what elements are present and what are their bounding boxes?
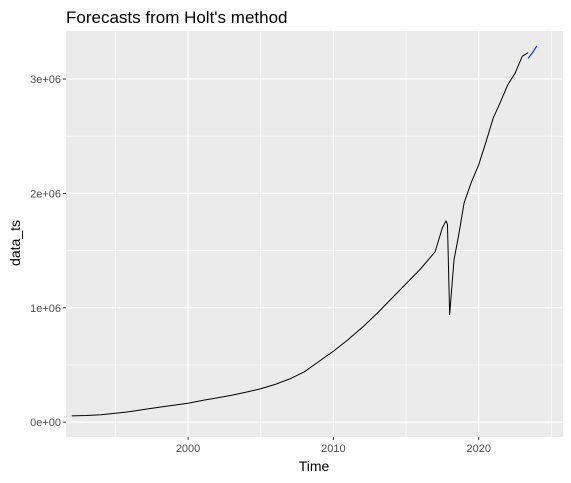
chart-title: Forecasts from Holt's method <box>66 8 287 27</box>
observed-series-line <box>71 52 529 417</box>
x-tick-label: 2000 <box>176 443 200 455</box>
y-tick-label: 3e+06 <box>30 74 61 86</box>
y-axis: 0e+00 1e+06 2e+06 3e+06 <box>30 74 66 429</box>
y-tick-label: 2e+06 <box>30 188 61 200</box>
y-axis-title: data_ts <box>7 220 23 266</box>
y-tick-label: 0e+00 <box>30 417 61 429</box>
major-gridlines <box>66 31 563 437</box>
y-tick-label: 1e+06 <box>30 303 61 315</box>
forecast-series-line <box>527 45 538 59</box>
x-tick-label: 2010 <box>321 443 345 455</box>
plot-panel <box>66 31 563 437</box>
series-layer <box>71 45 538 417</box>
x-tick-label: 2020 <box>466 443 490 455</box>
x-axis-title: Time <box>299 458 330 474</box>
x-axis: 2000 2010 2020 <box>176 437 491 455</box>
